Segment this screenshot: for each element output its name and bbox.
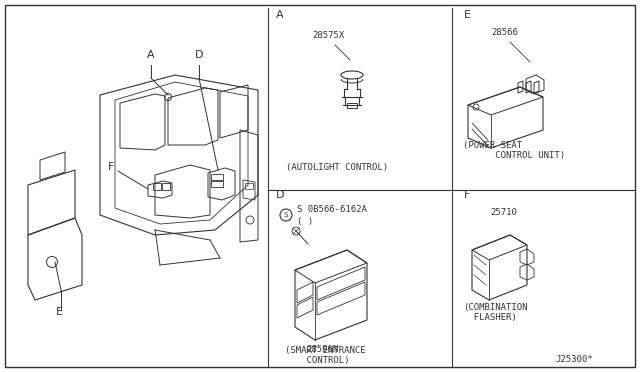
Text: 28566: 28566 bbox=[491, 28, 518, 37]
Text: D: D bbox=[276, 190, 285, 200]
Text: (SMART ENTRANCE
    CONTROL): (SMART ENTRANCE CONTROL) bbox=[285, 346, 365, 365]
Text: A: A bbox=[147, 50, 155, 60]
Text: E: E bbox=[56, 307, 63, 317]
Bar bbox=[245, 183, 253, 189]
Text: 28575X: 28575X bbox=[312, 31, 344, 40]
Text: 28596N: 28596N bbox=[306, 345, 339, 354]
Text: (AUTOLIGHT CONTROL): (AUTOLIGHT CONTROL) bbox=[286, 163, 388, 172]
Bar bbox=[211, 174, 223, 180]
Text: F: F bbox=[464, 190, 470, 200]
Bar bbox=[347, 103, 357, 108]
Text: A: A bbox=[276, 10, 284, 20]
Text: (POWER SEAT
      CONTROL UNIT): (POWER SEAT CONTROL UNIT) bbox=[463, 141, 565, 160]
Text: D: D bbox=[195, 50, 204, 60]
Text: ( ): ( ) bbox=[297, 217, 313, 226]
Text: F: F bbox=[108, 162, 115, 172]
Text: S 0B566-6162A: S 0B566-6162A bbox=[297, 205, 367, 214]
Text: 25710: 25710 bbox=[490, 208, 517, 217]
Text: E: E bbox=[464, 10, 471, 20]
Text: J25300*: J25300* bbox=[555, 355, 593, 364]
Bar bbox=[153, 183, 161, 190]
Bar bbox=[211, 181, 223, 187]
Bar bbox=[162, 183, 170, 190]
Text: S: S bbox=[284, 212, 288, 218]
Text: (COMBINATION
  FLASHER): (COMBINATION FLASHER) bbox=[463, 302, 527, 322]
